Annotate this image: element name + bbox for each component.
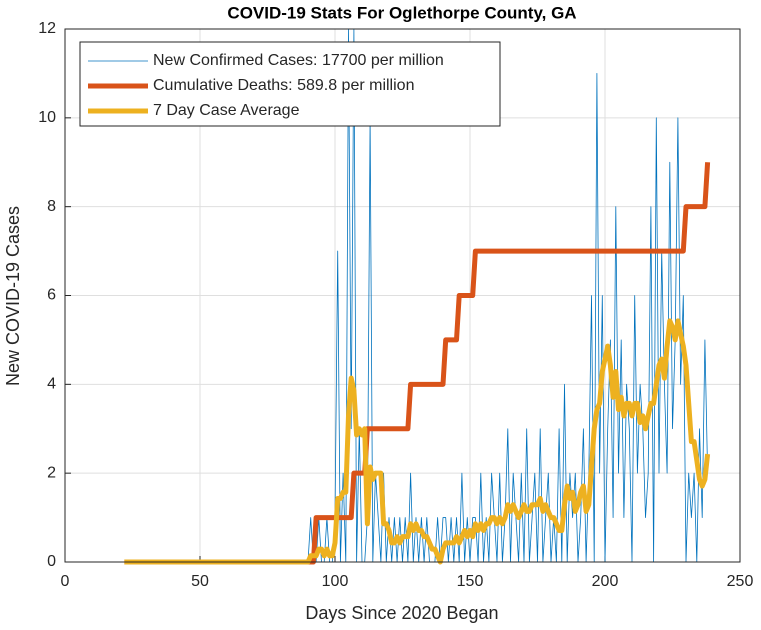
y-tick-label: 2 xyxy=(47,464,56,481)
legend-label: 7 Day Case Average xyxy=(153,102,300,119)
y-tick-label: 4 xyxy=(47,376,56,393)
x-tick-label: 100 xyxy=(322,573,349,590)
y-tick-label: 0 xyxy=(47,553,56,570)
chart-title: COVID-19 Stats For Oglethorpe County, GA xyxy=(227,3,576,22)
x-tick-label: 50 xyxy=(191,573,209,590)
legend-label: Cumulative Deaths: 589.8 per million xyxy=(153,77,414,94)
y-axis-label: New COVID-19 Cases xyxy=(3,206,23,386)
y-tick-label: 10 xyxy=(38,109,56,126)
y-tick-label: 8 xyxy=(47,198,56,215)
axes-box xyxy=(64,28,741,563)
x-tick-label: 250 xyxy=(727,573,754,590)
x-axis-label: Days Since 2020 Began xyxy=(305,603,498,623)
y-tick-label: 12 xyxy=(38,20,56,37)
x-tick-label: 150 xyxy=(457,573,484,590)
y-tick-label: 6 xyxy=(47,287,56,304)
x-tick-label: 0 xyxy=(61,573,70,590)
legend-box xyxy=(79,41,501,127)
x-tick-label: 200 xyxy=(592,573,619,590)
legend-label: New Confirmed Cases: 17700 per million xyxy=(153,52,444,69)
